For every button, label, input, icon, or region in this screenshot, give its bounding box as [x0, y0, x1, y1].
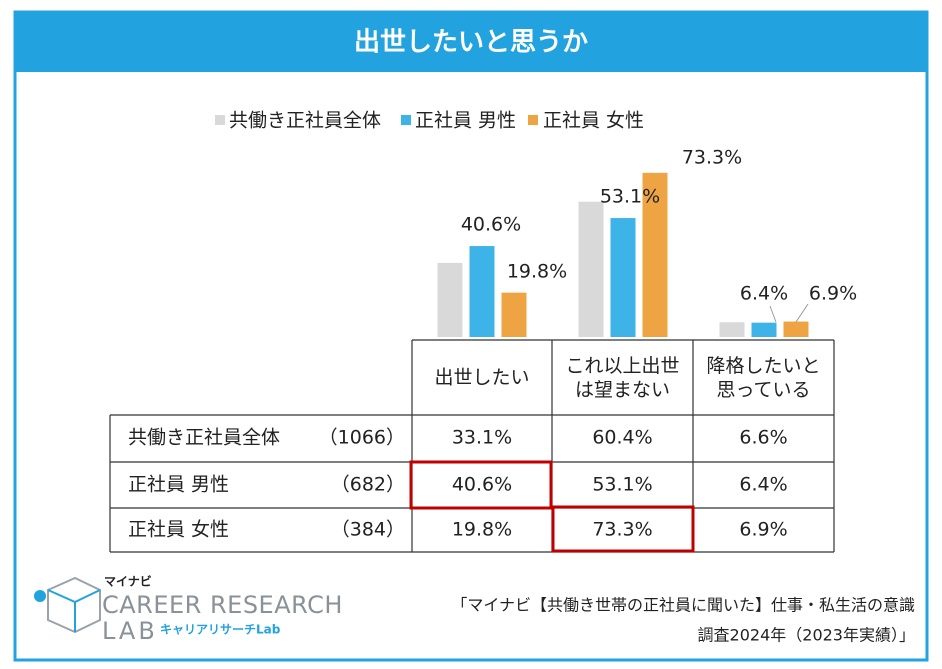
- legend-label: 正社員 女性: [543, 110, 644, 132]
- logo-text: LAB: [102, 617, 158, 645]
- legend-swatch: [528, 115, 538, 125]
- bar: [501, 292, 527, 337]
- table-cell: 6.9%: [739, 519, 787, 541]
- source: 調査2024年（2023年実績）」: [698, 626, 915, 645]
- highlight: [551, 505, 695, 553]
- row-n: （682）: [331, 474, 405, 496]
- data-label: 73.3%: [682, 147, 742, 169]
- logo-brand: マイナビ: [104, 574, 152, 589]
- bar: [469, 246, 495, 337]
- table-cell: 40.6%: [452, 474, 512, 496]
- row-n: （1066）: [319, 427, 405, 449]
- table-cell: 6.4%: [739, 474, 787, 496]
- bar: [719, 322, 745, 337]
- logo-text: CAREER RESEARCH: [102, 591, 343, 619]
- data-label: 53.1%: [600, 186, 660, 208]
- column-header: 降格したいと思っている: [706, 355, 820, 401]
- column-header: これ以上出世は望まない: [565, 355, 679, 401]
- bar: [578, 201, 604, 337]
- row-n: （384）: [331, 519, 405, 541]
- header-line: は望まない: [575, 379, 670, 401]
- logo-cube: [47, 589, 101, 632]
- table-cell: 19.8%: [452, 519, 512, 541]
- logo-sub: キャリアリサーチLab: [160, 623, 281, 637]
- bar: [642, 172, 668, 337]
- table-cell: 60.4%: [592, 427, 652, 449]
- source: 「マイナビ【共働き世帯の正社員に聞いた】仕事・私生活の意識: [451, 596, 915, 615]
- legend-label: 正社員 男性: [415, 110, 516, 132]
- header-line: これ以上出世: [565, 355, 679, 377]
- data-label: 6.4%: [740, 283, 788, 305]
- logo-dot: [34, 590, 46, 602]
- table-cell: 33.1%: [452, 427, 512, 449]
- row-label: 正社員 女性: [128, 519, 229, 541]
- data-label: 6.9%: [809, 283, 857, 305]
- logo-cube: [47, 576, 101, 634]
- header-line: 思っている: [716, 379, 810, 401]
- legend-swatch: [215, 115, 225, 125]
- row-label: 共働き正社員全体: [128, 427, 280, 449]
- row-label: 正社員 男性: [128, 474, 229, 496]
- header-line: 降格したいと: [706, 355, 820, 377]
- highlight: [409, 460, 553, 510]
- bar: [610, 218, 636, 337]
- table-cell: 73.3%: [592, 519, 652, 541]
- column-header: 出世したい: [434, 367, 529, 389]
- bar: [751, 322, 777, 337]
- title-bar: [15, 12, 927, 72]
- table-cell: 6.6%: [739, 427, 787, 449]
- legend-label: 共働き正社員全体: [229, 110, 381, 132]
- chart-title: 出世したいと思うか: [354, 28, 588, 58]
- bar: [437, 262, 463, 337]
- table-cell: 53.1%: [592, 474, 652, 496]
- data-label: 40.6%: [461, 214, 521, 236]
- bar: [783, 321, 809, 337]
- logo: [34, 576, 101, 634]
- legend-swatch: [401, 115, 411, 125]
- data-label: 19.8%: [507, 261, 567, 283]
- leader-line: [769, 305, 777, 323]
- leader-line: [795, 303, 809, 323]
